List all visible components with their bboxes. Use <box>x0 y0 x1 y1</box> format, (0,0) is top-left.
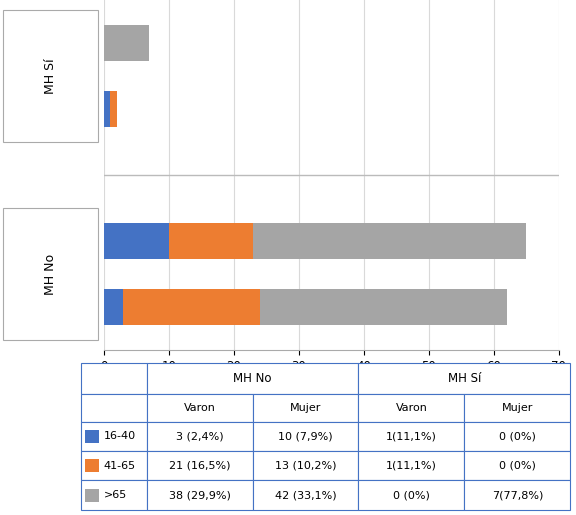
Bar <box>123 289 260 325</box>
Text: Mujer: Mujer <box>502 403 533 413</box>
Text: 10 (7,9%): 10 (7,9%) <box>278 432 333 441</box>
Bar <box>104 25 149 61</box>
Text: 42 (33,1%): 42 (33,1%) <box>275 490 336 500</box>
Text: 38 (29,9%): 38 (29,9%) <box>169 490 230 500</box>
Text: MH Sí: MH Sí <box>448 372 481 385</box>
Bar <box>260 289 507 325</box>
Text: 7(77,8%): 7(77,8%) <box>491 490 543 500</box>
Text: >65: >65 <box>104 490 127 500</box>
Bar <box>104 223 169 260</box>
Bar <box>104 289 123 325</box>
Text: 1(11,1%): 1(11,1%) <box>386 432 437 441</box>
Text: Varon: Varon <box>396 403 427 413</box>
Text: MH Sí: MH Sí <box>44 58 57 94</box>
Bar <box>104 91 110 127</box>
Text: 13 (10,2%): 13 (10,2%) <box>275 461 336 471</box>
Text: Varon: Varon <box>184 403 215 413</box>
Text: Mujer: Mujer <box>290 403 321 413</box>
Text: 3 (2,4%): 3 (2,4%) <box>176 432 223 441</box>
Text: 1(11,1%): 1(11,1%) <box>386 461 437 471</box>
Text: 0 (0%): 0 (0%) <box>499 432 536 441</box>
Text: 21 (16,5%): 21 (16,5%) <box>169 461 230 471</box>
Text: 0 (0%): 0 (0%) <box>499 461 536 471</box>
Text: MH No: MH No <box>44 254 57 295</box>
Bar <box>169 223 253 260</box>
Text: 41-65: 41-65 <box>104 461 136 471</box>
Bar <box>110 91 117 127</box>
Text: 16-40: 16-40 <box>104 432 136 441</box>
Text: 0 (0%): 0 (0%) <box>393 490 430 500</box>
Bar <box>253 223 526 260</box>
Text: MH No: MH No <box>233 372 272 385</box>
